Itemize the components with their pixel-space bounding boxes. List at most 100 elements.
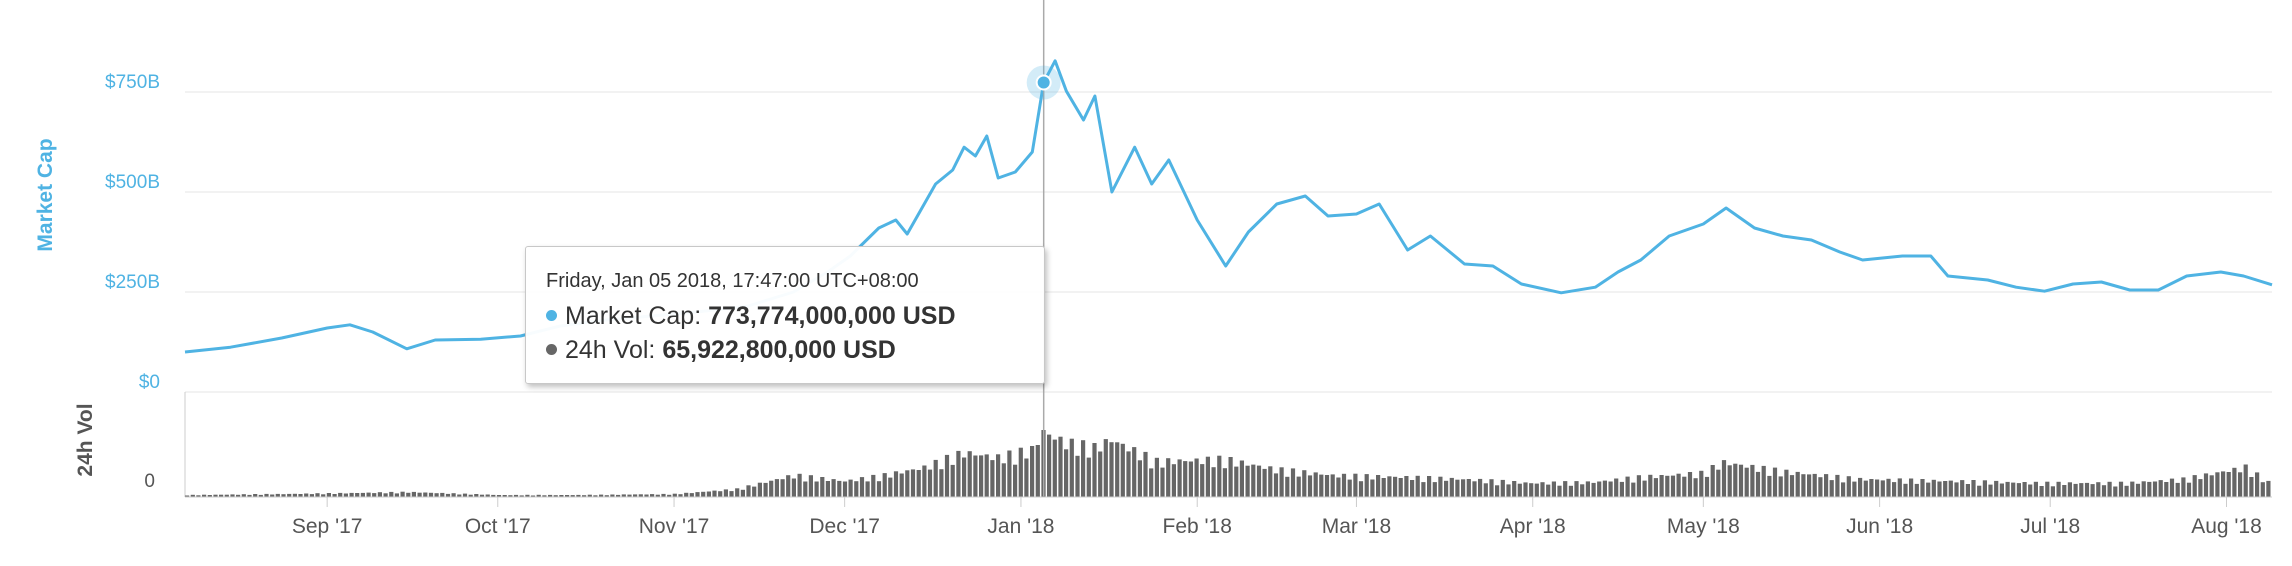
volume-bar xyxy=(672,493,677,497)
volume-bar xyxy=(389,491,394,497)
volume-bar xyxy=(950,464,955,497)
x-tick-label: Apr '18 xyxy=(1500,515,1566,538)
hover-point[interactable] xyxy=(1035,74,1052,91)
volume-bar xyxy=(2067,482,2072,497)
volume-bar xyxy=(627,494,632,497)
volume-bar xyxy=(899,473,904,497)
volume-bar xyxy=(1960,480,1965,497)
volume-bar xyxy=(837,480,842,497)
volume-bar xyxy=(2033,481,2038,497)
volume-bar xyxy=(1585,481,1590,497)
volume-bar xyxy=(1262,468,1267,497)
volume-bar xyxy=(1120,443,1125,497)
volume-bar xyxy=(502,495,507,497)
volume-bar xyxy=(990,460,995,497)
tooltip-volume-row: 24h Vol: 65,922,800,000 USD xyxy=(546,333,1024,367)
volume-bar xyxy=(292,493,297,497)
x-tick-label: May '18 xyxy=(1667,515,1740,538)
volume-bar xyxy=(859,477,865,497)
volume-bar xyxy=(1398,478,1403,497)
volume-bar xyxy=(457,494,462,497)
volume-bar xyxy=(1483,483,1488,497)
volume-bar xyxy=(769,480,774,497)
y-axis-title-market-cap: Market Cap xyxy=(34,138,57,251)
volume-bar xyxy=(1075,455,1080,497)
volume-bar xyxy=(2101,485,2107,497)
volume-bar xyxy=(315,493,320,497)
volume-bar xyxy=(1245,465,1250,497)
volume-bar xyxy=(1755,471,1761,497)
volume-bar xyxy=(1427,476,1432,497)
volume-bar xyxy=(2141,481,2146,497)
volume-bar xyxy=(2221,471,2226,497)
volume-bar xyxy=(230,494,235,497)
volume-bar xyxy=(1852,481,1857,497)
volume-bar xyxy=(797,473,802,497)
volume-bar xyxy=(1126,451,1131,497)
volume-bar xyxy=(445,493,451,497)
volume-bar xyxy=(2158,480,2163,497)
volume-bar xyxy=(1364,474,1369,497)
volume-bar xyxy=(253,494,258,497)
volume-bar xyxy=(1914,483,1919,497)
volume-bar xyxy=(910,469,916,497)
volume-bar xyxy=(854,481,859,497)
volume-bar xyxy=(1251,464,1256,497)
volume-bar xyxy=(644,494,649,497)
volume-bar xyxy=(434,493,439,497)
volume-bar xyxy=(1512,481,1517,497)
volume-bar xyxy=(1200,464,1205,497)
volume-bar xyxy=(2039,486,2044,497)
volume-bar xyxy=(678,494,683,497)
volume-bar xyxy=(593,495,598,497)
volume-bar xyxy=(757,482,762,497)
volume-bar xyxy=(343,493,348,497)
volume-bar xyxy=(1296,476,1301,497)
volume-bar xyxy=(2203,473,2209,497)
volume-bar xyxy=(1302,470,1307,497)
volume-bar xyxy=(979,455,984,497)
volume-bar xyxy=(1886,478,1891,497)
volume-bar xyxy=(2005,481,2010,497)
volume-bar xyxy=(1109,442,1114,497)
volume-bar xyxy=(1568,485,1573,497)
market-cap-gridlines xyxy=(185,91,2272,393)
volume-bar xyxy=(1642,480,1647,497)
volume-bar xyxy=(2124,485,2129,497)
volume-dot-icon xyxy=(546,343,557,355)
x-axis-tick-labels: Sep '17 Oct '17 Nov '17 Dec '17 Jan '18 Feb '… xyxy=(292,497,2262,538)
volume-bar xyxy=(1693,478,1698,497)
volume-bar xyxy=(1007,450,1012,497)
volume-bar xyxy=(916,470,921,497)
volume-bar xyxy=(1801,474,1806,497)
volume-bar xyxy=(247,494,252,497)
volume-bar xyxy=(360,492,365,497)
volume-bar xyxy=(876,481,882,497)
volume-bar xyxy=(1455,479,1460,497)
volume-bar xyxy=(718,491,723,497)
volume-bar xyxy=(553,495,558,497)
volume-bar xyxy=(1614,478,1619,497)
volume-bar xyxy=(1347,479,1352,497)
x-tick-label: Mar '18 xyxy=(1322,515,1391,538)
volume-bar xyxy=(258,494,263,497)
volume-bar xyxy=(474,494,479,497)
volume-bar xyxy=(508,495,513,497)
volume-bar xyxy=(638,494,643,497)
volume-bar xyxy=(1149,468,1154,497)
volume-bar xyxy=(1092,443,1097,497)
volume-bar xyxy=(1143,451,1148,497)
volume-bar xyxy=(1495,485,1500,497)
volume-bar xyxy=(1239,460,1244,497)
volume-bar xyxy=(633,494,638,497)
x-tick-label: Feb '18 xyxy=(1163,515,1232,538)
volume-bar xyxy=(1858,477,1863,497)
volume-bar xyxy=(1064,449,1069,497)
volume-bar xyxy=(2079,483,2084,497)
volume-bar xyxy=(1047,434,1052,497)
volume-bar xyxy=(1523,482,1528,497)
volume-bar xyxy=(2062,485,2067,497)
volume-bar xyxy=(888,477,893,497)
volume-bar xyxy=(655,494,660,497)
